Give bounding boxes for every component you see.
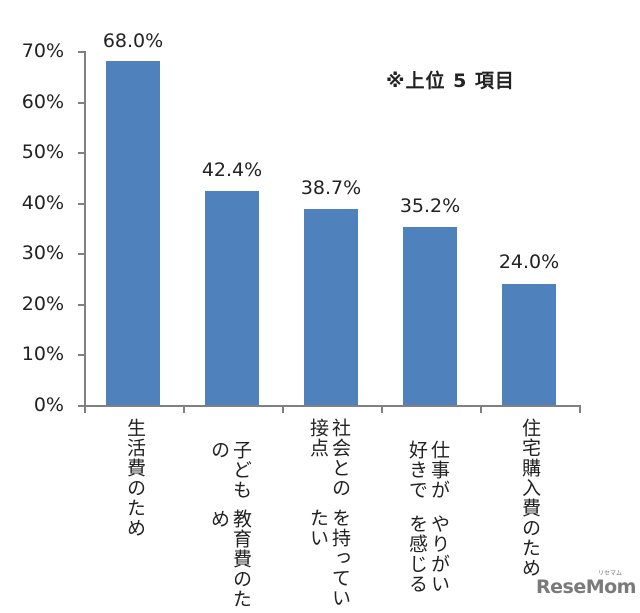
y-tick-label: 20%	[21, 293, 64, 315]
x-tick	[84, 405, 86, 413]
y-tick	[78, 102, 85, 104]
x-tick	[282, 405, 284, 413]
x-tick	[579, 405, 581, 413]
x-tick	[480, 405, 482, 413]
bar-child-education	[205, 191, 259, 405]
y-tick	[78, 51, 85, 53]
category-label: 住宅購入費のため	[519, 418, 541, 578]
category-label: 仕事が好きで やりがいを感じる	[406, 418, 450, 613]
chart-note: ※上位 5 項目	[386, 70, 515, 92]
bar-value-label: 42.4%	[201, 159, 263, 181]
category-label-line: 社会との接点	[307, 418, 351, 498]
x-tick	[381, 405, 383, 413]
y-tick-label: 0%	[33, 394, 64, 416]
y-tick	[78, 354, 85, 356]
y-tick	[78, 304, 85, 306]
y-tick	[78, 405, 85, 407]
category-label: 社会との接点 を持っていたい	[307, 418, 351, 613]
y-tick	[78, 253, 85, 255]
x-axis-line	[84, 405, 581, 407]
y-tick-label: 40%	[21, 192, 64, 214]
watermark-ruby: リセマム	[598, 570, 623, 577]
category-label-line: 仕事が好きで	[406, 440, 450, 500]
y-tick-label: 70%	[21, 40, 64, 62]
y-tick-label: 30%	[21, 242, 64, 264]
bar-value-label: 24.0%	[498, 251, 560, 273]
bar-value-label: 35.2%	[399, 195, 461, 217]
bar-love-work	[403, 227, 457, 405]
category-label-line: 子どもの	[208, 440, 252, 500]
category-label: 子どもの 教育費のため	[208, 418, 252, 613]
y-tick-label: 50%	[21, 141, 64, 163]
bar-social-connection	[304, 209, 358, 405]
bar-house-purchase	[502, 284, 556, 405]
watermark-logo: ReseMom	[536, 576, 636, 598]
y-tick-label: 10%	[21, 343, 64, 365]
bar-value-label: 38.7%	[300, 177, 362, 199]
category-label-line: やりがいを感じる	[406, 514, 450, 595]
y-axis-line	[84, 51, 86, 406]
y-tick	[78, 152, 85, 154]
category-label: 生活費のため	[124, 418, 146, 538]
category-label-line: 生活費のため	[124, 418, 146, 538]
bar-living-expenses	[106, 61, 160, 405]
x-tick	[183, 405, 185, 413]
category-label-line: 住宅購入費のため	[519, 418, 541, 578]
y-tick-label: 60%	[21, 91, 64, 113]
y-tick	[78, 203, 85, 205]
bar-value-label: 68.0%	[102, 30, 164, 52]
category-label-line: を持っていたい	[307, 508, 351, 608]
category-label-line: 教育費のため	[208, 509, 252, 610]
